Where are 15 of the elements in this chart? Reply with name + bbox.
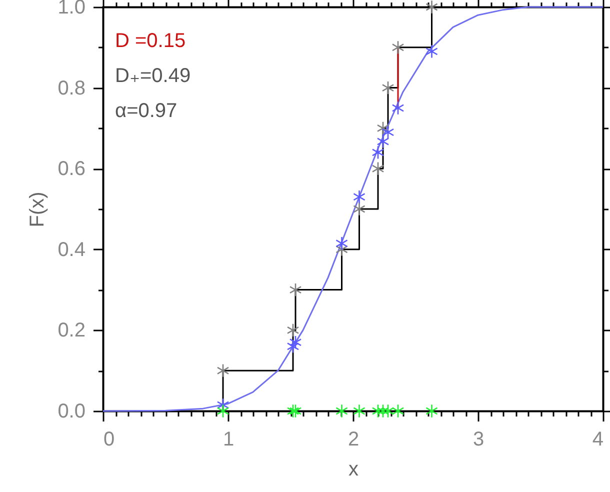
text: D =0.15 bbox=[115, 30, 186, 52]
y-tick-label: 0.6 bbox=[58, 158, 86, 180]
y-tick-label: 0.0 bbox=[58, 400, 86, 422]
annotation: α=0.97 bbox=[115, 100, 178, 122]
x-axis-title: x bbox=[348, 458, 358, 480]
x-tick-label: 2 bbox=[348, 428, 360, 450]
x-tick-label: 4 bbox=[592, 428, 604, 450]
x-tick-label: 0 bbox=[104, 428, 115, 450]
annotation: D₊=0.49 bbox=[115, 65, 191, 87]
y-tick-label: 0.8 bbox=[58, 77, 86, 100]
y-tick-label: 0.2 bbox=[58, 320, 86, 342]
y-tick-label: 0.4 bbox=[58, 238, 86, 261]
x-tick-label: 3 bbox=[472, 428, 484, 450]
y-axis-title: F(x) bbox=[26, 192, 49, 228]
x-tick-label: 1 bbox=[222, 428, 234, 450]
